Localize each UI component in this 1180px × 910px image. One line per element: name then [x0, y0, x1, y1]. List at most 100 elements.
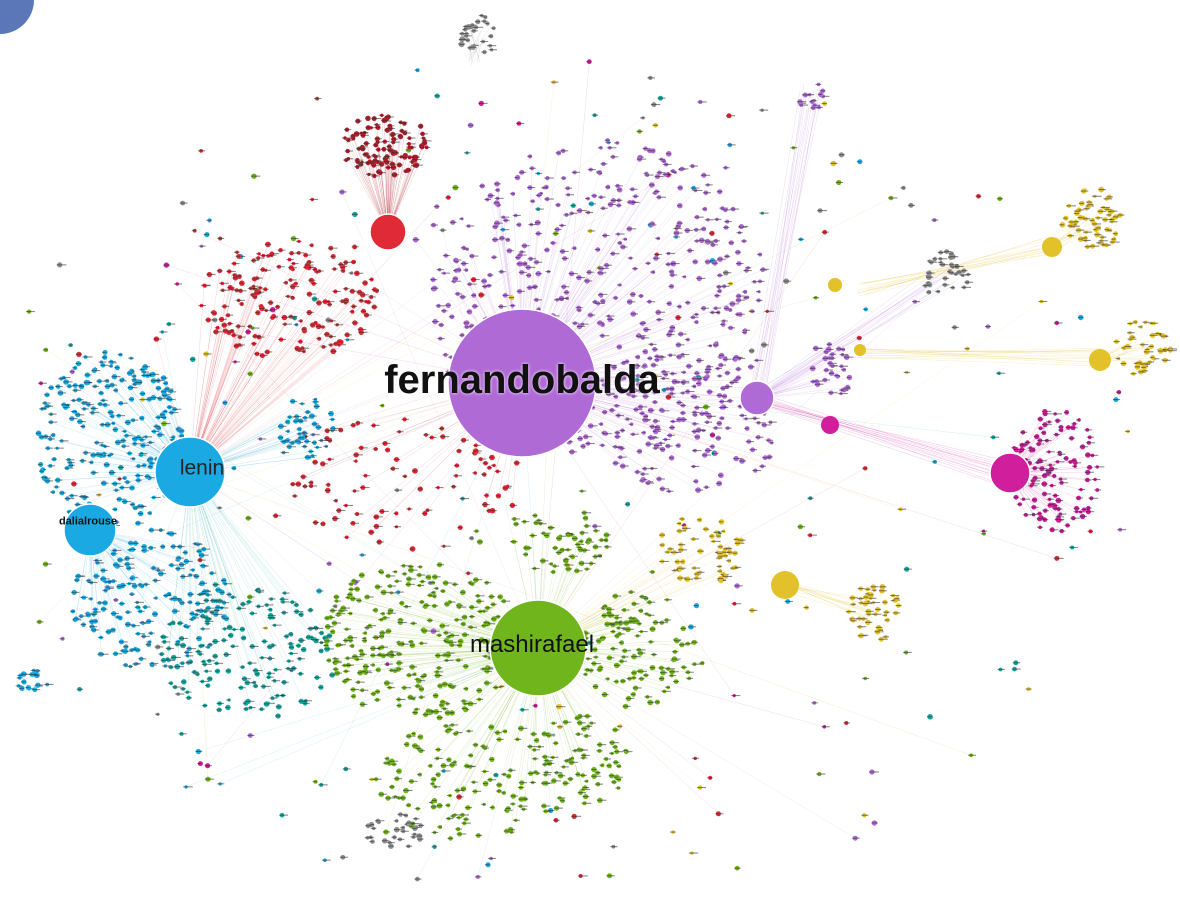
graph-node	[351, 211, 358, 218]
graph-node	[724, 219, 732, 224]
graph-node	[340, 268, 346, 273]
graph-edge	[757, 266, 934, 397]
graph-node	[191, 228, 197, 233]
graph-node	[423, 433, 430, 437]
graph-node	[454, 291, 462, 296]
graph-node	[541, 186, 548, 190]
graph-node	[140, 634, 150, 639]
graph-node	[393, 776, 402, 782]
graph-node	[599, 443, 606, 448]
graph-node	[488, 724, 495, 730]
graph-node	[702, 206, 708, 212]
graph-node	[343, 127, 352, 132]
graph-node	[582, 515, 589, 521]
graph-node	[289, 482, 297, 487]
graph-node	[516, 121, 525, 126]
graph-edge	[189, 317, 679, 473]
graph-node	[214, 325, 220, 330]
graph-node	[473, 529, 480, 533]
graph-node	[438, 426, 445, 431]
graph-node	[449, 219, 457, 225]
graph-node	[629, 291, 636, 297]
graph-node	[332, 604, 338, 609]
graph-node	[274, 304, 281, 310]
graph-node	[550, 778, 561, 784]
graph-node	[693, 479, 699, 484]
graph-node	[490, 26, 496, 31]
graph-node	[227, 632, 234, 639]
graph-node	[170, 654, 181, 661]
graph-node	[80, 424, 86, 429]
graph-node	[615, 786, 621, 790]
graph-node	[512, 213, 521, 218]
graph-node	[592, 655, 599, 659]
graph-edge	[468, 29, 474, 60]
graph-node	[388, 758, 399, 765]
graph-node	[269, 307, 277, 313]
graph-node	[71, 589, 80, 596]
graph-node	[587, 312, 596, 318]
graph-node	[597, 292, 608, 297]
graph-node	[942, 276, 950, 281]
graph-node	[447, 639, 457, 645]
graph-edge	[189, 256, 241, 473]
graph-edge	[189, 471, 280, 707]
graph-node	[1095, 216, 1103, 220]
graph-node	[113, 388, 119, 393]
graph-node	[707, 344, 713, 348]
graph-edge	[198, 647, 539, 752]
graph-node	[1058, 528, 1066, 534]
graph-node	[864, 587, 871, 592]
graph-node	[75, 351, 82, 358]
graph-node	[289, 398, 298, 404]
graph-node	[460, 621, 466, 627]
graph-node	[1162, 357, 1171, 363]
graph-node	[470, 293, 477, 298]
graph-node	[662, 437, 671, 442]
graph-node	[478, 100, 488, 106]
graph-node	[980, 529, 988, 533]
graph-node	[470, 780, 478, 784]
graph-node	[168, 563, 178, 568]
graph-edge	[866, 246, 1051, 292]
graph-edge	[753, 91, 806, 392]
graph-node	[588, 201, 597, 207]
graph-node	[649, 221, 655, 227]
graph-node	[121, 499, 132, 505]
graph-node	[326, 658, 332, 663]
graph-node	[568, 211, 578, 216]
graph-node	[171, 608, 180, 614]
graph-node	[406, 136, 416, 141]
graph-node	[486, 465, 492, 470]
graph-node	[815, 82, 822, 87]
graph-node	[727, 281, 733, 286]
graph-node	[576, 208, 587, 214]
graph-node	[430, 277, 438, 283]
graph-node	[856, 616, 863, 621]
graph-node	[385, 114, 394, 120]
graph-node	[727, 398, 734, 403]
graph-node	[1049, 527, 1059, 533]
graph-node	[1030, 505, 1039, 510]
graph-node	[624, 626, 634, 633]
graph-node	[630, 432, 639, 437]
graph-node	[512, 818, 520, 822]
graph-node	[716, 273, 724, 278]
graph-node	[852, 835, 860, 841]
graph-node	[91, 368, 101, 374]
graph-node	[432, 693, 439, 699]
graph-edge	[860, 351, 1108, 353]
graph-edge	[537, 301, 1042, 649]
graph-node	[633, 407, 643, 412]
graph-node	[117, 352, 123, 357]
graph-node	[871, 820, 878, 826]
graph-node	[597, 270, 607, 276]
graph-node	[616, 764, 622, 769]
graph-node	[604, 138, 610, 143]
graph-node	[494, 196, 504, 201]
graph-node	[817, 208, 827, 214]
graph-node	[111, 374, 121, 380]
graph-edge	[189, 267, 310, 473]
graph-node	[643, 327, 651, 333]
graph-node	[380, 589, 390, 596]
